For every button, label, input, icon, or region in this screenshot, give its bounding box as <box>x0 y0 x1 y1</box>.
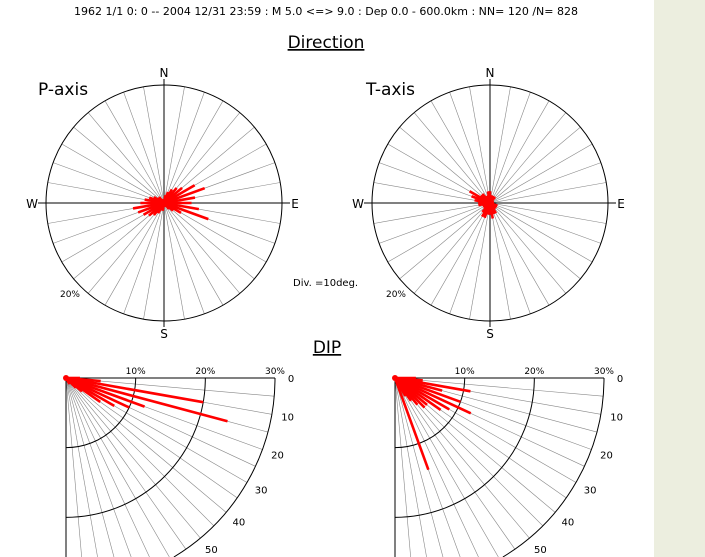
dip-grid-spoke <box>394 377 604 397</box>
header-text: 1962 1/1 0: 0 -- 2004 12/31 23:59 : M 5.… <box>74 5 578 18</box>
dip-pct-tick: 30% <box>594 367 614 377</box>
compass-south: S <box>486 327 494 341</box>
dip-angle-tick: 0 <box>617 374 623 385</box>
dip-angle-tick: 40 <box>232 517 245 528</box>
dip-angle-tick: 0 <box>288 374 294 385</box>
dip-angle-tick: 50 <box>534 545 547 556</box>
dip-pct-tick: 30% <box>265 367 285 377</box>
dip-grid-spoke <box>65 377 201 539</box>
rose-bar <box>486 191 492 204</box>
side-panel <box>654 0 705 557</box>
rose-bar <box>163 201 209 221</box>
fault-stress-plot: 1962 1/1 0: 0 -- 2004 12/31 23:59 : M 5.… <box>26 5 625 557</box>
dip-pct-tick: 20% <box>195 367 215 377</box>
dip-angle-tick: 30 <box>584 486 597 497</box>
dip-grid-spoke <box>65 377 115 557</box>
dip-angle-tick: 50 <box>205 545 218 556</box>
dip-grid-spoke <box>65 377 132 557</box>
dip-origin <box>392 375 398 381</box>
dip-grid-spoke <box>65 377 82 557</box>
rose-diagram-p-axis: N S E W 20% <box>26 66 299 341</box>
dip-angle-tick: 20 <box>600 450 613 461</box>
rose-radial-tick: 20% <box>60 290 80 300</box>
dip-angle-tick: 30 <box>255 486 268 497</box>
dip-arc <box>65 377 137 449</box>
dip-grid-spoke <box>65 377 150 557</box>
dip-title: DIP <box>313 338 341 358</box>
division-note: Div. =10deg. <box>293 278 358 289</box>
dip-origin <box>63 375 69 381</box>
dip-arc <box>65 377 206 518</box>
dip-arc <box>502 377 605 557</box>
compass-east: E <box>617 197 625 211</box>
dip-diagram-p-axis: 10% 20% 30%0 10 20 30 40 50 <box>63 367 294 557</box>
compass-north: N <box>486 66 495 80</box>
dip-grid-spoke <box>394 377 427 557</box>
dip-angle-tick: 40 <box>561 517 574 528</box>
dip-bar <box>65 376 204 404</box>
compass-east: E <box>291 197 299 211</box>
dip-arc <box>173 377 276 557</box>
compass-west: W <box>352 197 364 211</box>
dip-angle-tick: 20 <box>271 450 284 461</box>
dip-grid-spoke <box>65 377 170 557</box>
dip-diagram-t-axis: 10% 20% 30%0 10 20 30 40 50 <box>392 367 623 557</box>
dip-arc <box>394 377 466 449</box>
p-axis-label: P-axis <box>38 80 88 100</box>
dip-bar <box>393 377 430 471</box>
dip-grid-spoke <box>65 377 227 513</box>
t-axis-label: T-axis <box>365 80 415 100</box>
dip-pct-tick: 20% <box>524 367 544 377</box>
dip-arc <box>394 377 535 518</box>
dip-grid-spoke <box>65 377 187 550</box>
dip-pct-tick: 10% <box>126 367 146 377</box>
dip-pct-tick: 10% <box>455 367 475 377</box>
dip-grid-spoke <box>394 377 444 557</box>
rose-radial-tick: 20% <box>386 290 406 300</box>
compass-north: N <box>160 66 169 80</box>
dip-grid-spoke <box>394 377 499 557</box>
compass-west: W <box>26 197 38 211</box>
dip-bar <box>65 376 228 423</box>
compass-south: S <box>160 327 168 341</box>
dip-grid-spoke <box>394 377 479 557</box>
dip-angle-tick: 10 <box>281 413 294 424</box>
dip-grid-spoke <box>65 377 214 526</box>
dip-grid-spoke <box>65 377 98 557</box>
rose-diagram-t-axis: N S E W 20% <box>352 66 625 341</box>
direction-title: Direction <box>288 33 365 53</box>
dip-grid-spoke <box>394 377 516 550</box>
dip-grid-spoke <box>394 377 411 557</box>
dip-angle-tick: 10 <box>610 413 623 424</box>
rose-bar <box>162 198 166 204</box>
